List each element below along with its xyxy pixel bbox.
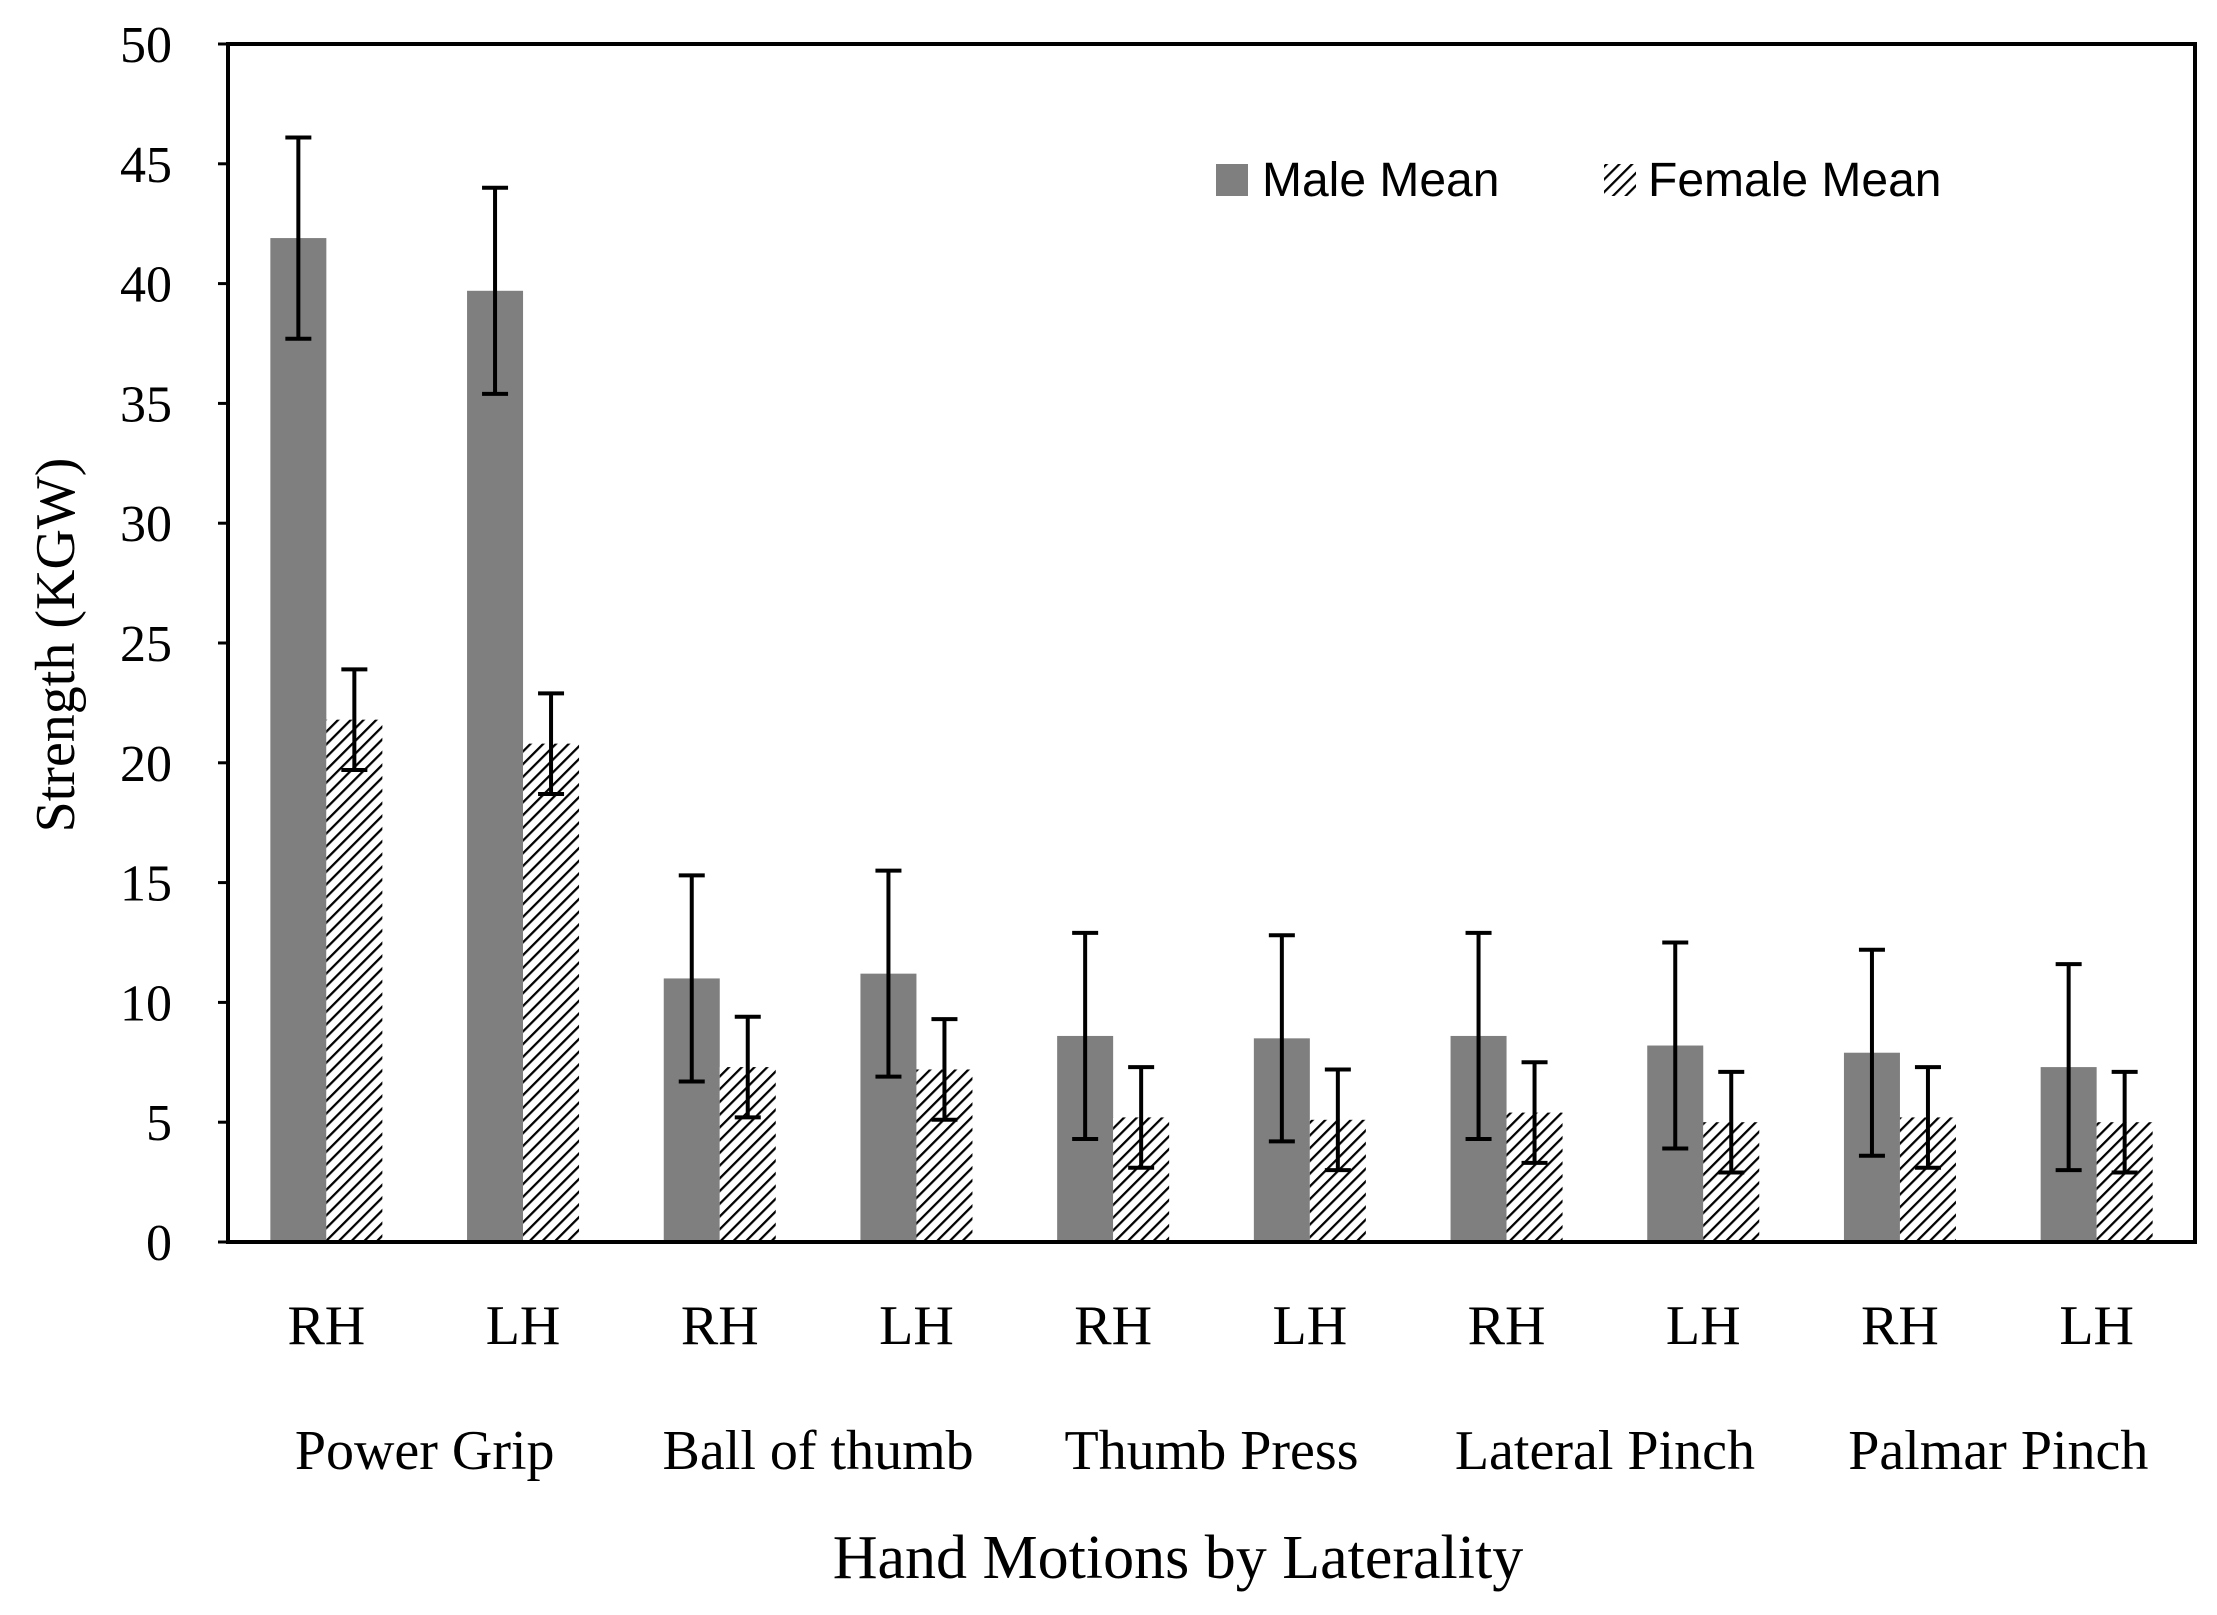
- male-error-bar-10: [2055, 962, 2082, 1173]
- male-error-bar-9: [1858, 947, 1885, 1158]
- female-error-bar-6: [1324, 1067, 1351, 1173]
- female-mean-bar-2: [523, 743, 580, 1242]
- male-error-bar-3: [678, 873, 705, 1084]
- female-mean-bar-1: [326, 719, 383, 1242]
- y-tick-label-30: 30: [120, 496, 172, 553]
- y-tick-label-15: 15: [120, 856, 172, 913]
- x-tick-label-2: LH: [486, 1295, 561, 1357]
- y-tick-label-10: 10: [120, 975, 172, 1032]
- y-tick-label-5: 5: [146, 1095, 172, 1152]
- x-tick-label-10: LH: [2059, 1295, 2134, 1357]
- group-label-2: Ball of thumb: [663, 1420, 974, 1482]
- male-error-bar-1: [285, 135, 312, 341]
- female-error-bar-10: [2111, 1069, 2138, 1175]
- group-label-1: Power Grip: [295, 1420, 555, 1482]
- male-error-bar-6: [1268, 933, 1295, 1144]
- x-tick-label-3: RH: [681, 1295, 759, 1357]
- y-tick-label-0: 0: [146, 1215, 172, 1272]
- y-tick-label-40: 40: [120, 257, 172, 314]
- x-tick-label-8: LH: [1666, 1295, 1741, 1357]
- group-label-4: Lateral Pinch: [1455, 1420, 1755, 1482]
- female-error-bar-1: [341, 667, 368, 772]
- female-mean-legend-swatch: [1604, 164, 1636, 196]
- y-tick-label-20: 20: [120, 736, 172, 793]
- male-mean-bar-2: [467, 290, 524, 1243]
- group-label-3: Thumb Press: [1065, 1420, 1359, 1482]
- x-tick-label-6: LH: [1273, 1295, 1348, 1357]
- axis-labels: RH LH RH LH RH LH RH LH RH LH Power Grip Ball of th…: [25, 458, 2148, 1592]
- female-error-bar-3: [734, 1014, 761, 1120]
- female-error-bar-4: [931, 1017, 958, 1122]
- y-tick-label-35: 35: [120, 376, 172, 433]
- male-error-bar-5: [1072, 930, 1099, 1141]
- female-error-bar-2: [538, 691, 565, 796]
- group-label-5: Palmar Pinch: [1848, 1420, 2148, 1482]
- female-error-bar-9: [1914, 1065, 1941, 1170]
- female-mean-legend-label: Female Mean: [1648, 154, 1941, 207]
- x-tick-label-7: RH: [1468, 1295, 1546, 1357]
- male-error-bar-2: [482, 185, 509, 396]
- x-tick-label-1: RH: [287, 1295, 365, 1357]
- y-axis-title: Strength (KGW): [25, 458, 87, 833]
- male-mean-bar-1: [270, 238, 327, 1243]
- y-tick-label-25: 25: [120, 616, 172, 673]
- y-tick-label-45: 45: [120, 137, 172, 194]
- x-tick-label-4: LH: [879, 1295, 954, 1357]
- male-error-bar-4: [875, 868, 902, 1079]
- plot-area: [270, 135, 2153, 1243]
- female-error-bar-5: [1128, 1065, 1155, 1170]
- male-mean-legend-swatch: [1216, 164, 1248, 196]
- male-error-bar-8: [1662, 940, 1689, 1151]
- male-mean-legend-label: Male Mean: [1262, 154, 1499, 207]
- y-tick-label-50: 50: [120, 17, 172, 74]
- axes: 0 5 10 15 20 25 30 35 40 45 50: [120, 17, 2197, 1272]
- male-error-bar-7: [1465, 930, 1492, 1141]
- female-error-bar-7: [1521, 1060, 1548, 1165]
- legend: Male Mean Female Mean: [1216, 154, 1941, 207]
- x-tick-label-9: RH: [1861, 1295, 1939, 1357]
- female-error-bar-8: [1718, 1069, 1745, 1175]
- x-tick-label-5: RH: [1074, 1295, 1152, 1357]
- x-axis-title: Hand Motions by Laterality: [833, 1524, 1523, 1592]
